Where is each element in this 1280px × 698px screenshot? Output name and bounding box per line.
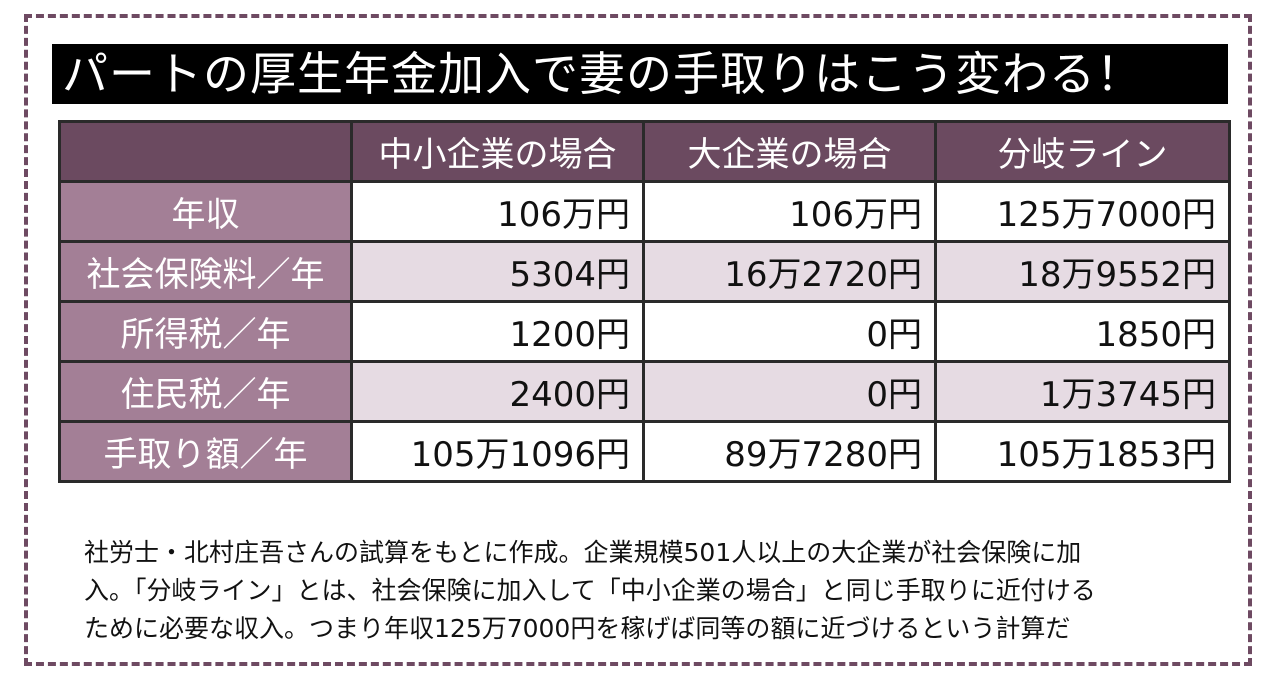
row-label: 社会保険料／年 [58,240,353,303]
table-cell: 18万9552円 [934,240,1231,303]
row-label: 年収 [58,180,353,243]
table-cell: 1200円 [350,300,645,363]
footnote-line: 社労士・北村庄吾さんの試算をもとに作成。企業規模501人以上の大企業が社会保険に… [84,538,1082,567]
table-row: 所得税／年 1200円 0円 1850円 [58,300,1231,363]
footnote-line: ために必要な収入。つまり年収125万7000円を稼げば同等の額に近づけるという計… [84,614,1071,643]
table-cell: 105万1853円 [934,420,1231,483]
table-cell: 16万2720円 [642,240,937,303]
column-header-large-business: 大企業の場合 [642,120,937,183]
table-cell: 105万1096円 [350,420,645,483]
table-header-row: 中小企業の場合 大企業の場合 分岐ライン [58,120,1231,183]
table-cell: 0円 [642,300,937,363]
row-label: 手取り額／年 [58,420,353,483]
header-corner-cell [58,120,353,183]
table-row: 手取り額／年 105万1096円 89万7280円 105万1853円 [58,420,1231,483]
page-title: パートの厚生年金加入で妻の手取りはこう変わる！ [52,44,1228,104]
column-header-small-business: 中小企業の場合 [350,120,645,183]
footnote: 社労士・北村庄吾さんの試算をもとに作成。企業規模501人以上の大企業が社会保険に… [84,534,1224,648]
table-row: 社会保険料／年 5304円 16万2720円 18万9552円 [58,240,1231,303]
footnote-line: 入。「分岐ライン」とは、社会保険に加入して「中小企業の場合」と同じ手取りに近付け… [84,576,1096,605]
table-cell: 106万円 [350,180,645,243]
table-cell: 2400円 [350,360,645,423]
table-cell: 0円 [642,360,937,423]
row-label: 所得税／年 [58,300,353,363]
table-cell: 89万7280円 [642,420,937,483]
table-cell: 106万円 [642,180,937,243]
table-row: 年収 106万円 106万円 125万7000円 [58,180,1231,243]
table-cell: 1850円 [934,300,1231,363]
table-row: 住民税／年 2400円 0円 1万3745円 [58,360,1231,423]
table-cell: 5304円 [350,240,645,303]
comparison-table: 中小企業の場合 大企業の場合 分岐ライン 年収 106万円 106万円 125万… [58,120,1231,483]
table-cell: 1万3745円 [934,360,1231,423]
table-cell: 125万7000円 [934,180,1231,243]
row-label: 住民税／年 [58,360,353,423]
column-header-breakeven: 分岐ライン [934,120,1231,183]
dashed-frame [24,14,1252,666]
